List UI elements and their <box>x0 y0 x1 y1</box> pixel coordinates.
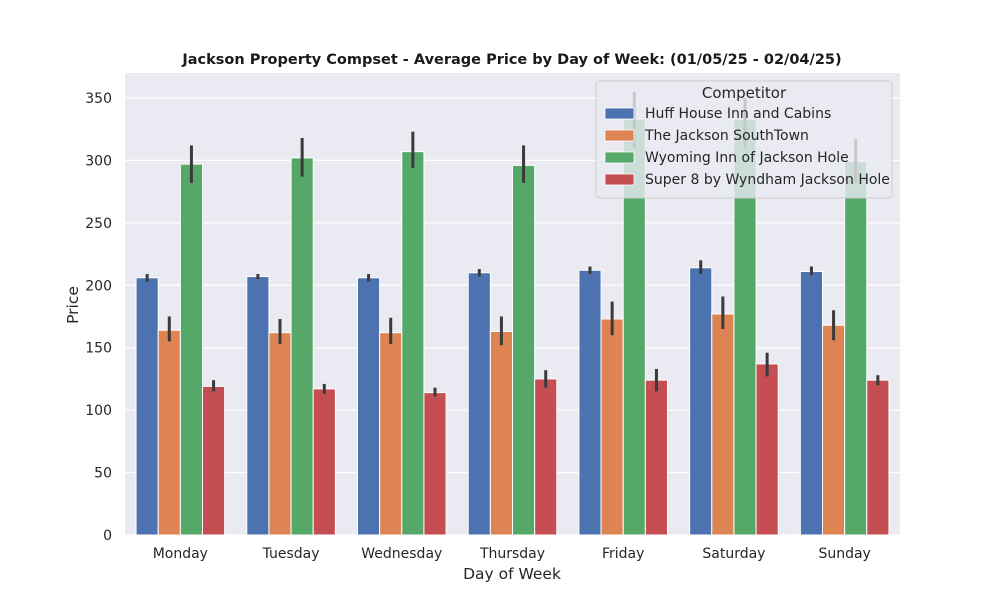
bars <box>135 118 890 536</box>
bar <box>489 330 514 536</box>
bar <box>822 324 846 536</box>
bar <box>755 363 779 536</box>
legend-swatch <box>604 107 635 120</box>
bar <box>423 392 447 536</box>
y-tick-label: 350 <box>85 91 112 107</box>
bar <box>534 378 558 536</box>
bar <box>379 332 403 536</box>
bar <box>357 277 381 536</box>
legend-entry-label: The Jackson SouthTown <box>644 128 809 144</box>
x-tick-label: Tuesday <box>262 546 320 562</box>
legend-swatch <box>604 151 635 164</box>
y-axis-label: Price <box>64 286 82 324</box>
x-tick-label: Wednesday <box>361 546 442 562</box>
legend-box <box>595 80 893 199</box>
y-tick-label: 250 <box>85 216 112 232</box>
y-tick-label: 100 <box>85 403 112 419</box>
y-tick-label: 300 <box>85 153 112 169</box>
y-tick-label: 200 <box>85 278 112 294</box>
bar <box>711 313 735 536</box>
bar <box>157 329 181 536</box>
bar <box>312 388 336 536</box>
y-tick-label: 0 <box>103 528 112 544</box>
x-tick-label: Monday <box>153 546 208 562</box>
legend-swatch <box>604 173 635 186</box>
legend-entry-label: Huff House Inn and Cabins <box>645 106 831 122</box>
bar <box>179 163 204 536</box>
chart-title: Jackson Property Compset - Average Price… <box>181 52 841 68</box>
legend-title: Competitor <box>702 84 787 102</box>
y-tick-label: 50 <box>94 466 112 482</box>
x-axis-label: Day of Week <box>463 565 561 583</box>
x-tick-label: Saturday <box>702 546 765 562</box>
bar <box>202 385 226 536</box>
legend-entry-label: Wyoming Inn of Jackson Hole <box>645 150 849 166</box>
bar <box>290 157 314 536</box>
bar <box>600 318 624 536</box>
bar <box>467 272 491 536</box>
x-tick-label: Friday <box>602 546 644 562</box>
bar <box>799 271 823 536</box>
x-axis-ticks: Monday Tuesday Wednesday Thursday Friday Satu… <box>153 546 871 562</box>
bar <box>644 379 668 536</box>
y-axis-ticks: 0 50 100 150 200 250 300 350 <box>85 91 112 544</box>
bar <box>401 151 425 536</box>
x-tick-label: Thursday <box>479 546 545 562</box>
legend-swatch <box>604 129 635 142</box>
legend: Competitor Huff House Inn and Cabins The … <box>595 80 893 199</box>
legend-entry-label: Super 8 by Wyndham Jackson Hole <box>645 172 890 188</box>
bar <box>135 277 159 536</box>
y-tick-label: 150 <box>85 341 112 357</box>
bar <box>246 276 270 536</box>
x-tick-label: Sunday <box>818 546 870 562</box>
bar <box>512 164 536 536</box>
bar <box>268 332 292 536</box>
bar <box>844 161 868 536</box>
bar <box>689 267 713 536</box>
bar <box>578 269 602 536</box>
bar <box>866 379 890 536</box>
